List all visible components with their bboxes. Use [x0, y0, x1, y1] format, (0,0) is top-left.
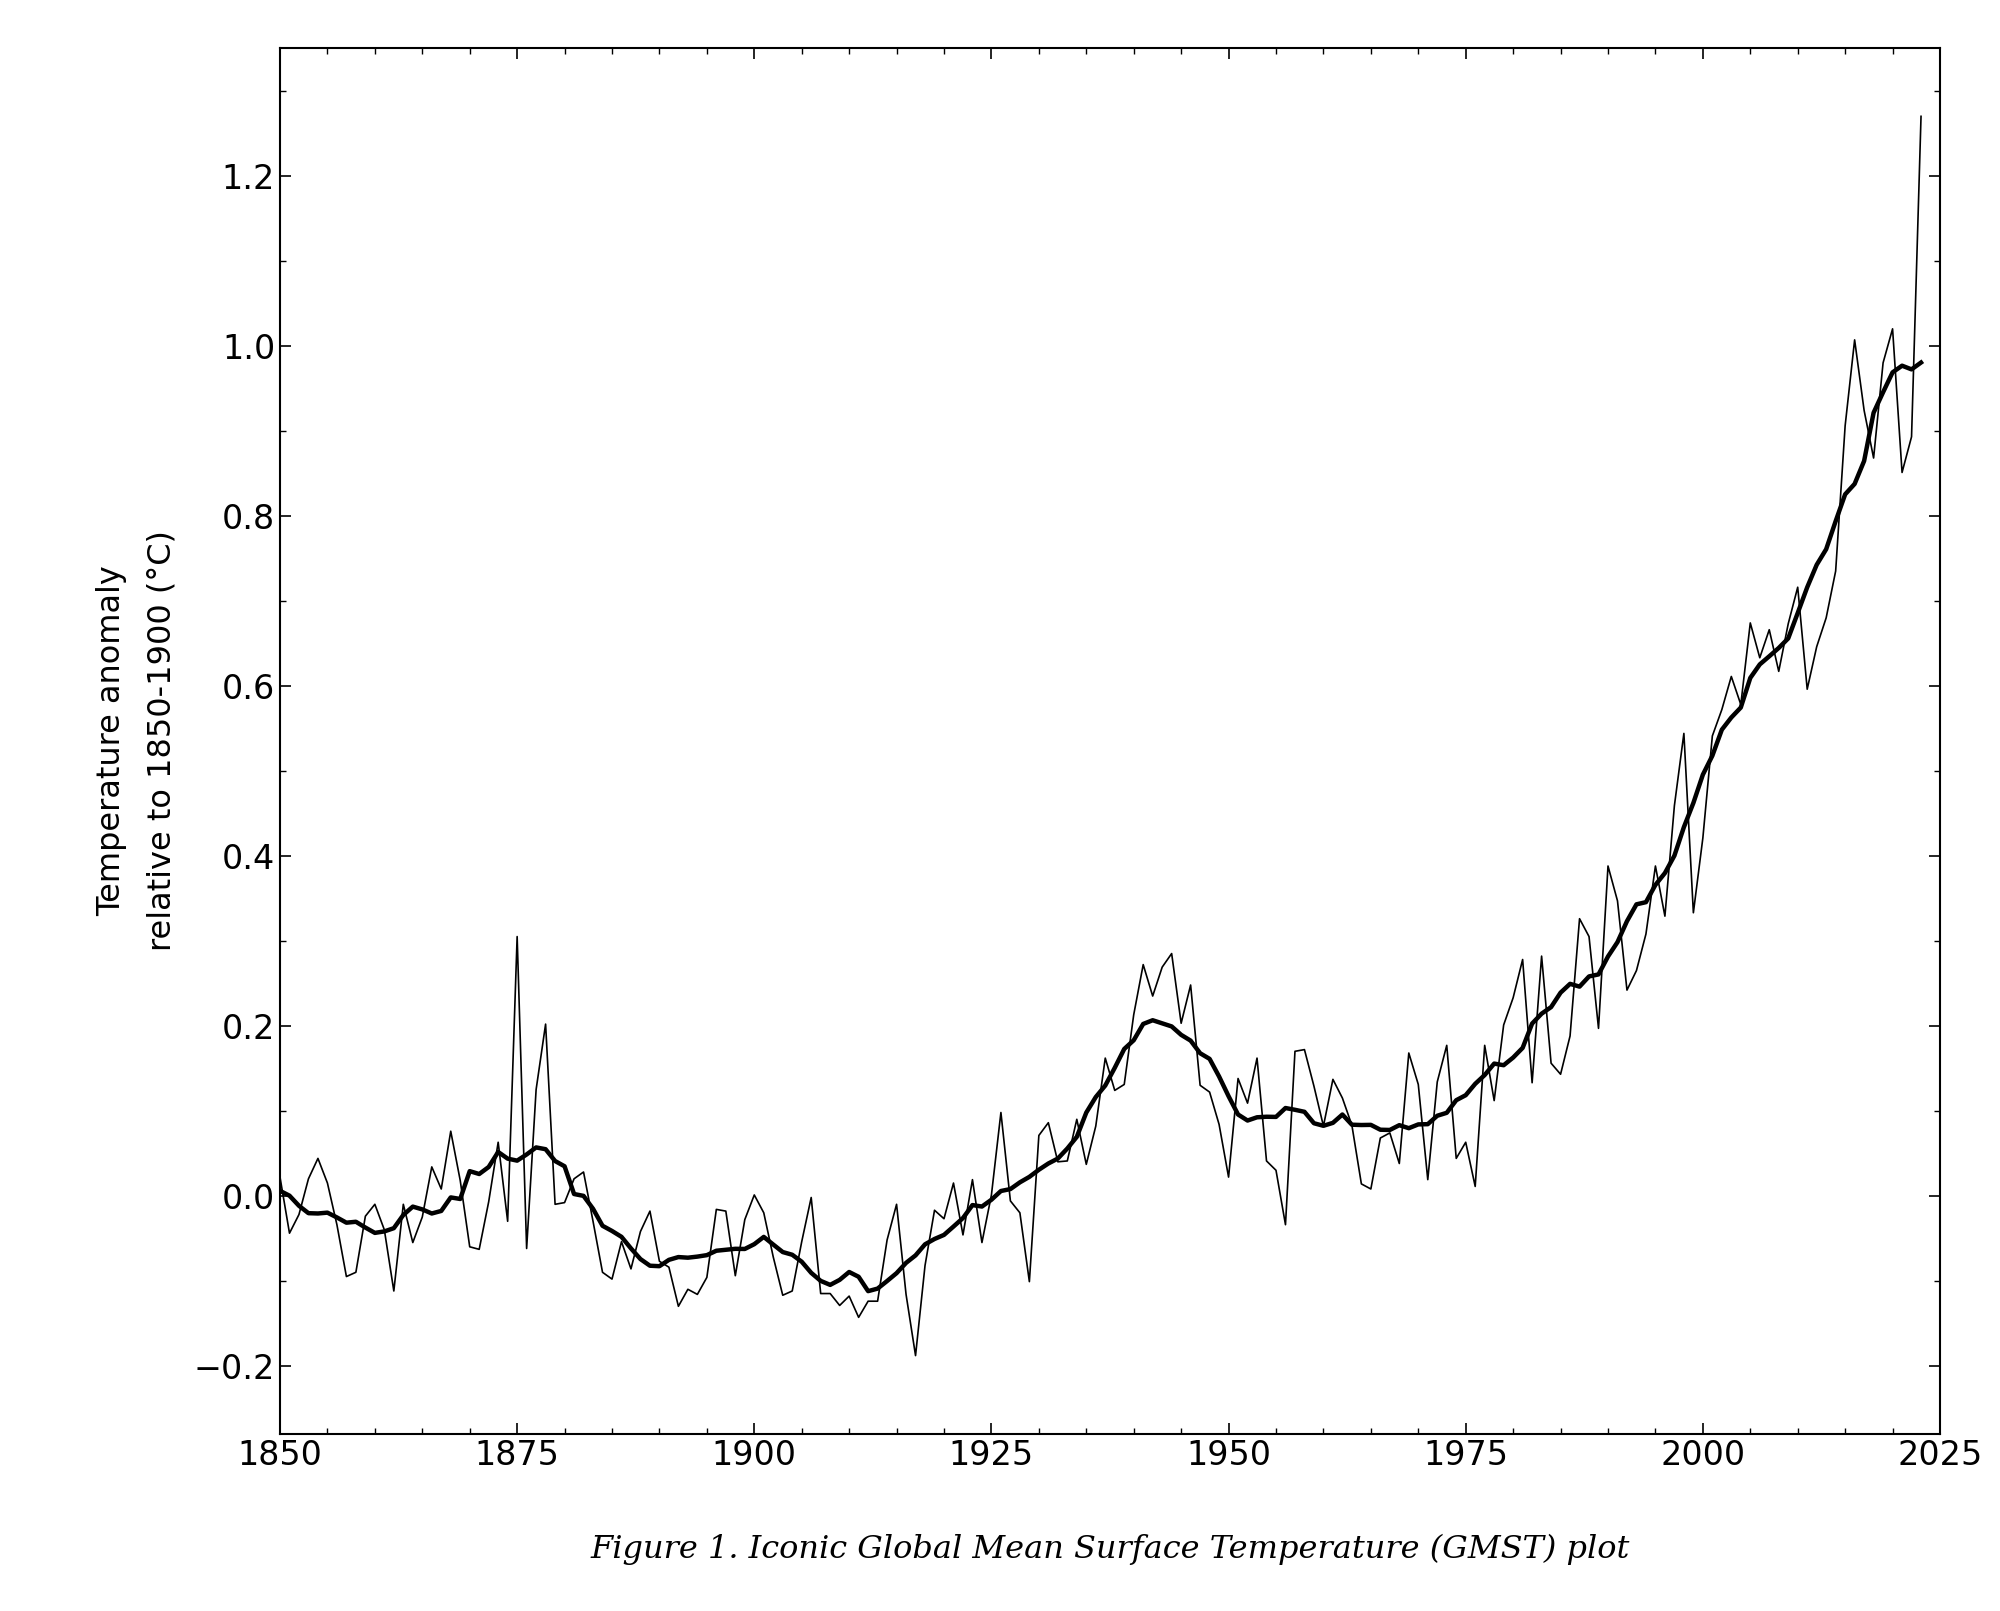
Text: Figure 1. Iconic Global Mean Surface Temperature (GMST) plot: Figure 1. Iconic Global Mean Surface Tem…: [590, 1534, 1630, 1566]
Y-axis label: Temperature anomaly
relative to 1850-1900 (°C): Temperature anomaly relative to 1850-190…: [96, 530, 178, 952]
